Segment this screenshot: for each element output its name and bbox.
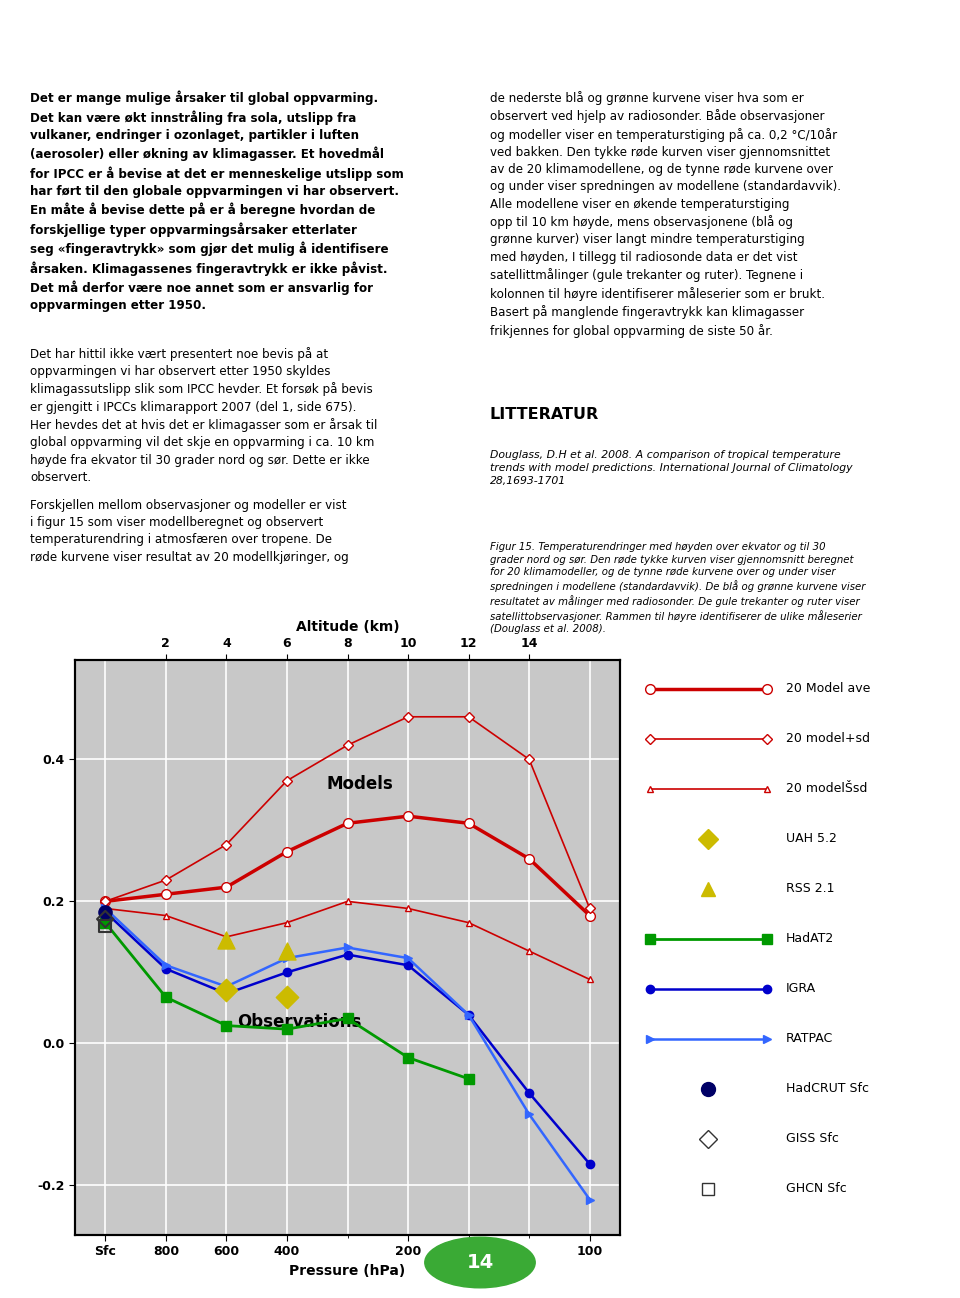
Text: RSS 2.1: RSS 2.1 <box>786 883 834 896</box>
Text: HadCRUT Sfc: HadCRUT Sfc <box>786 1083 869 1096</box>
Text: 20 Model ave: 20 Model ave <box>786 683 871 696</box>
Point <box>219 931 234 951</box>
Text: Figur 15. Temperaturendringer med høyden over ekvator og til 30
grader nord og s: Figur 15. Temperaturendringer med høyden… <box>490 543 865 633</box>
Text: Models: Models <box>326 775 393 793</box>
Point <box>219 980 234 1001</box>
Text: IGRA: IGRA <box>786 983 816 996</box>
Text: Det har hittil ikke vært presentert noe bevis på at
oppvarmingen vi har observer: Det har hittil ikke vært presentert noe … <box>30 347 377 484</box>
Text: GHCN Sfc: GHCN Sfc <box>786 1182 847 1195</box>
Text: FINGERAVTRYKKET SOM MANGLER: FINGERAVTRYKKET SOM MANGLER <box>17 18 584 47</box>
Point <box>98 909 113 929</box>
Point <box>279 986 295 1007</box>
X-axis label: Altitude (km): Altitude (km) <box>296 620 399 633</box>
Text: Jan-Erik Solheim: Jan-Erik Solheim <box>821 62 941 77</box>
Text: 20 modelŠsd: 20 modelŠsd <box>786 783 868 796</box>
X-axis label: Pressure (hPa): Pressure (hPa) <box>289 1264 406 1279</box>
Text: LITTERATUR: LITTERATUR <box>490 408 599 422</box>
Text: Forskjellen mellom observasjoner og modeller er vist
i figur 15 som viser modell: Forskjellen mellom observasjoner og mode… <box>30 498 348 563</box>
Text: de nederste blå og grønne kurvene viser hva som er
observert ved hjelp av radios: de nederste blå og grønne kurvene viser … <box>490 91 841 337</box>
Text: RATPAC: RATPAC <box>786 1032 833 1045</box>
Text: 14: 14 <box>467 1253 493 1272</box>
Point <box>279 941 295 962</box>
Text: Douglass, D.H et al. 2008. A comparison of tropical temperature
trends with mode: Douglass, D.H et al. 2008. A comparison … <box>490 450 852 485</box>
Text: Det er mange mulige årsaker til global oppvarming.
Det kan være økt innstråling : Det er mange mulige årsaker til global o… <box>30 91 404 313</box>
Text: Observations: Observations <box>237 1012 361 1031</box>
Point <box>98 902 113 923</box>
Text: 20 model+sd: 20 model+sd <box>786 732 870 745</box>
Text: UAH 5.2: UAH 5.2 <box>786 832 837 845</box>
Point <box>98 916 113 937</box>
Text: HadAT2: HadAT2 <box>786 932 834 945</box>
Circle shape <box>424 1237 536 1288</box>
Text: GISS Sfc: GISS Sfc <box>786 1132 839 1145</box>
